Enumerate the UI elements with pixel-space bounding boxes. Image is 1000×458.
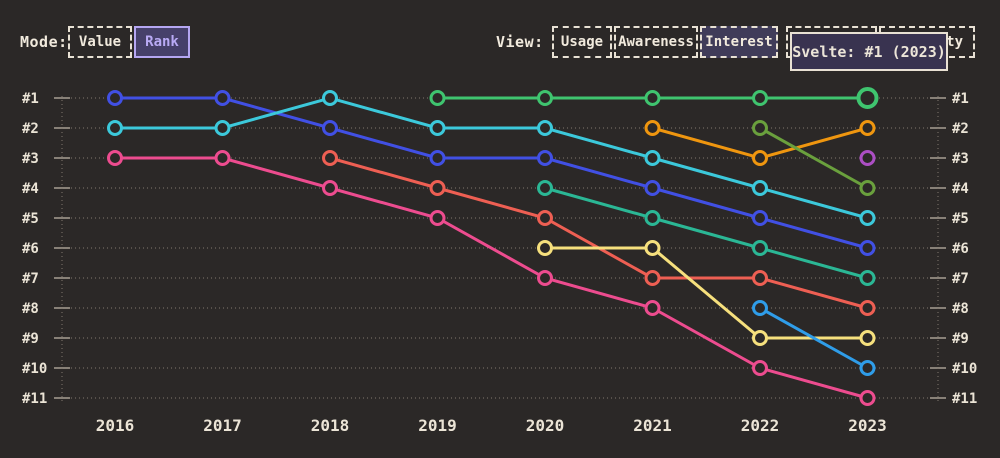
view-interest-button[interactable]: Interest	[700, 26, 778, 58]
hover-tooltip: Svelte: #1 (2023)	[790, 32, 948, 71]
line-cyan-point[interactable]	[107, 120, 123, 136]
line-indigo-point[interactable]	[322, 120, 338, 136]
year-label: 2020	[526, 416, 565, 435]
line-indigo-point[interactable]	[859, 240, 876, 256]
line-orange-point[interactable]	[859, 120, 876, 136]
line-pink-point[interactable]	[322, 180, 338, 196]
line-salmon-point[interactable]	[752, 270, 768, 286]
line-indigo-line	[113, 96, 869, 250]
line-teal-point[interactable]	[752, 240, 768, 256]
line-cyan-point[interactable]	[322, 90, 338, 106]
tooltip-text: Svelte: #1 (2023)	[792, 42, 946, 61]
Svelte-point[interactable]	[537, 90, 553, 106]
line-purple-point[interactable]	[859, 150, 876, 166]
line-yellow-point[interactable]	[859, 330, 876, 346]
Svelte-point[interactable]	[429, 90, 446, 106]
line-teal-point[interactable]	[859, 270, 876, 286]
Svelte-point[interactable]	[752, 90, 768, 106]
year-label: 2019	[418, 416, 457, 435]
rank-label-left: #7	[22, 271, 39, 287]
line-cyan-point[interactable]	[214, 120, 231, 136]
line-yellow-point[interactable]	[537, 240, 553, 256]
year-label: 2021	[633, 416, 672, 435]
line-salmon-point[interactable]	[644, 270, 661, 286]
line-yellow-point[interactable]	[752, 330, 768, 346]
year-label: 2022	[741, 416, 780, 435]
rank-label-right: #10	[952, 361, 977, 377]
line-cyan-point[interactable]	[859, 210, 876, 226]
rank-label-right: #4	[952, 181, 969, 197]
line-indigo-point[interactable]	[429, 150, 446, 166]
line-pink-point[interactable]	[752, 360, 768, 376]
rank-label-left: #5	[22, 211, 39, 227]
line-azure-line	[758, 306, 869, 370]
rank-label-left: #6	[22, 241, 39, 257]
line-indigo-point[interactable]	[107, 90, 123, 106]
rank-label-right: #2	[952, 121, 969, 137]
rank-label-left: #3	[22, 151, 39, 167]
rank-label-left: #10	[22, 361, 47, 377]
line-cyan-point[interactable]	[429, 120, 446, 136]
view-label: View:	[496, 33, 544, 51]
line-pink-point[interactable]	[644, 300, 661, 316]
view-usage-button[interactable]: Usage	[552, 26, 612, 58]
rank-label-right: #3	[952, 151, 969, 167]
line-orange-point[interactable]	[644, 120, 661, 136]
rank-label-left: #4	[22, 181, 39, 197]
line-pink-point[interactable]	[214, 150, 231, 166]
rank-label-right: #6	[952, 241, 969, 257]
year-label: 2018	[311, 416, 350, 435]
rank-label-left: #9	[22, 331, 39, 347]
line-indigo-point[interactable]	[752, 210, 768, 226]
line-pink-point[interactable]	[429, 210, 446, 226]
year-label: 2016	[96, 416, 135, 435]
line-salmon-point[interactable]	[322, 150, 338, 166]
mode-value-button[interactable]: Value	[68, 26, 132, 58]
line-cyan-point[interactable]	[752, 180, 768, 196]
line-pink-line	[113, 156, 869, 400]
line-azure-point[interactable]	[752, 300, 768, 316]
mode-rank-button[interactable]: Rank	[134, 26, 190, 58]
year-label: 2017	[203, 416, 242, 435]
line-salmon-point[interactable]	[429, 180, 446, 196]
line-pink-point[interactable]	[859, 390, 876, 406]
line-indigo-point[interactable]	[537, 150, 553, 166]
line-olive-point[interactable]	[859, 180, 876, 196]
line-teal-line	[543, 186, 869, 280]
rank-label-left: #8	[22, 301, 39, 317]
rank-label-right: #7	[952, 271, 969, 287]
line-salmon-line	[328, 156, 869, 310]
view-awareness-button[interactable]: Awareness	[614, 26, 698, 58]
line-cyan-line	[113, 96, 869, 220]
line-orange-point[interactable]	[752, 150, 768, 166]
line-salmon-point[interactable]	[537, 210, 553, 226]
line-salmon-point[interactable]	[859, 300, 876, 316]
line-teal-point[interactable]	[537, 180, 553, 196]
line-olive-line	[758, 126, 869, 190]
rank-label-right: #9	[952, 331, 969, 347]
line-pink-point[interactable]	[107, 150, 123, 166]
line-indigo-point[interactable]	[644, 180, 661, 196]
line-cyan-point[interactable]	[644, 150, 661, 166]
rank-label-right: #8	[952, 301, 969, 317]
rank-label-right: #5	[952, 211, 969, 227]
rank-label-left: #1	[22, 91, 39, 107]
line-yellow-point[interactable]	[644, 240, 661, 256]
Svelte-point[interactable]	[856, 87, 879, 109]
line-indigo-point[interactable]	[214, 90, 231, 106]
line-olive-point[interactable]	[752, 120, 768, 136]
rank-label-left: #2	[22, 121, 39, 137]
line-cyan-point[interactable]	[537, 120, 553, 136]
rank-label-right: #11	[952, 391, 977, 407]
mode-label: Mode:	[20, 33, 68, 51]
year-label: 2023	[848, 416, 887, 435]
line-teal-point[interactable]	[644, 210, 661, 226]
rank-label-left: #11	[22, 391, 47, 407]
Svelte-point[interactable]	[644, 90, 661, 106]
line-azure-point[interactable]	[859, 360, 876, 376]
line-pink-point[interactable]	[537, 270, 553, 286]
rank-label-right: #1	[952, 91, 969, 107]
